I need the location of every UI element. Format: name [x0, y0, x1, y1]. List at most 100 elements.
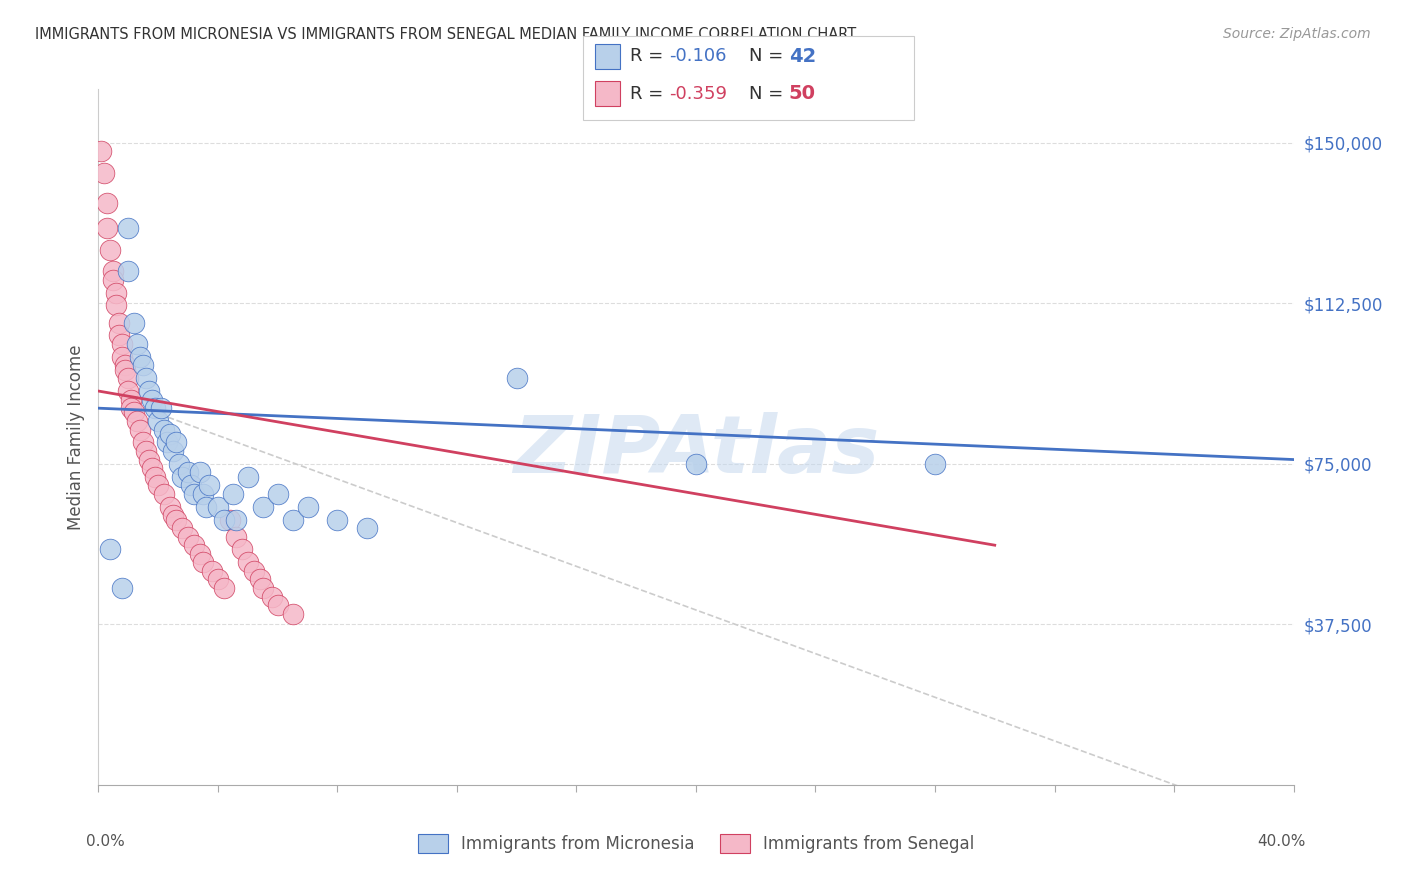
Text: R =: R =	[630, 47, 669, 65]
Point	[141, 461, 163, 475]
Point	[165, 435, 187, 450]
Point	[201, 564, 224, 578]
Point	[129, 350, 152, 364]
Text: 50: 50	[789, 84, 815, 103]
Point	[135, 371, 157, 385]
Point	[236, 469, 259, 483]
Point	[183, 487, 205, 501]
Legend: Immigrants from Micronesia, Immigrants from Senegal: Immigrants from Micronesia, Immigrants f…	[411, 828, 981, 860]
Point	[150, 401, 173, 416]
Text: IMMIGRANTS FROM MICRONESIA VS IMMIGRANTS FROM SENEGAL MEDIAN FAMILY INCOME CORRE: IMMIGRANTS FROM MICRONESIA VS IMMIGRANTS…	[35, 27, 856, 42]
Point	[138, 452, 160, 467]
Point	[153, 423, 176, 437]
Point	[162, 508, 184, 523]
Point	[159, 500, 181, 514]
Point	[212, 512, 235, 526]
Point	[188, 547, 211, 561]
Text: Source: ZipAtlas.com: Source: ZipAtlas.com	[1223, 27, 1371, 41]
Point	[96, 195, 118, 210]
Point	[188, 466, 211, 480]
Y-axis label: Median Family Income: Median Family Income	[66, 344, 84, 530]
Point	[153, 487, 176, 501]
Point	[281, 607, 304, 621]
Point	[180, 478, 202, 492]
Point	[124, 316, 146, 330]
Text: N =: N =	[749, 47, 789, 65]
Point	[103, 273, 125, 287]
Point	[267, 487, 290, 501]
Point	[127, 337, 149, 351]
Point	[685, 457, 707, 471]
Point	[135, 444, 157, 458]
Point	[177, 466, 200, 480]
Point	[222, 487, 245, 501]
Point	[120, 392, 142, 407]
Point	[924, 457, 946, 471]
Point	[156, 435, 179, 450]
Point	[117, 221, 139, 235]
Point	[108, 316, 131, 330]
Text: 0.0%: 0.0%	[87, 834, 125, 848]
Point	[114, 359, 136, 373]
Point	[207, 500, 229, 514]
Point	[198, 478, 221, 492]
Point	[108, 328, 131, 343]
Point	[172, 469, 194, 483]
Point	[297, 500, 319, 514]
Point	[143, 401, 166, 416]
Point	[105, 285, 128, 300]
Point	[506, 371, 529, 385]
Point	[225, 530, 247, 544]
Point	[165, 512, 187, 526]
Point	[252, 581, 274, 595]
Point	[111, 337, 134, 351]
Point	[98, 243, 122, 257]
Point	[90, 145, 112, 159]
Point	[191, 487, 214, 501]
Point	[183, 538, 205, 552]
Point	[132, 359, 155, 373]
Point	[111, 350, 134, 364]
Text: 42: 42	[789, 46, 815, 66]
Point	[96, 221, 118, 235]
Text: N =: N =	[749, 85, 789, 103]
Point	[356, 521, 378, 535]
Point	[117, 264, 139, 278]
Point	[236, 555, 259, 569]
Point	[93, 166, 115, 180]
Point	[111, 581, 134, 595]
Point	[143, 469, 166, 483]
Point	[105, 298, 128, 312]
Point	[98, 542, 122, 557]
Text: 40.0%: 40.0%	[1257, 834, 1306, 848]
Point	[103, 264, 125, 278]
Point	[249, 573, 271, 587]
Point	[177, 530, 200, 544]
Point	[326, 512, 349, 526]
Point	[117, 384, 139, 398]
Point	[141, 392, 163, 407]
Point	[225, 512, 247, 526]
Point	[148, 478, 170, 492]
Point	[127, 414, 149, 428]
Point	[114, 362, 136, 376]
Point	[162, 444, 184, 458]
Point	[172, 521, 194, 535]
Point	[195, 500, 218, 514]
Point	[132, 435, 155, 450]
Point	[159, 426, 181, 441]
Point	[260, 590, 283, 604]
Point	[120, 401, 142, 416]
Point	[117, 371, 139, 385]
Text: -0.106: -0.106	[669, 47, 727, 65]
Point	[243, 564, 266, 578]
Text: -0.359: -0.359	[669, 85, 727, 103]
Point	[267, 598, 290, 612]
Point	[207, 573, 229, 587]
Point	[138, 384, 160, 398]
Point	[148, 414, 170, 428]
Point	[231, 542, 253, 557]
Point	[124, 405, 146, 419]
Text: ZIPAtlas: ZIPAtlas	[513, 412, 879, 490]
Point	[191, 555, 214, 569]
